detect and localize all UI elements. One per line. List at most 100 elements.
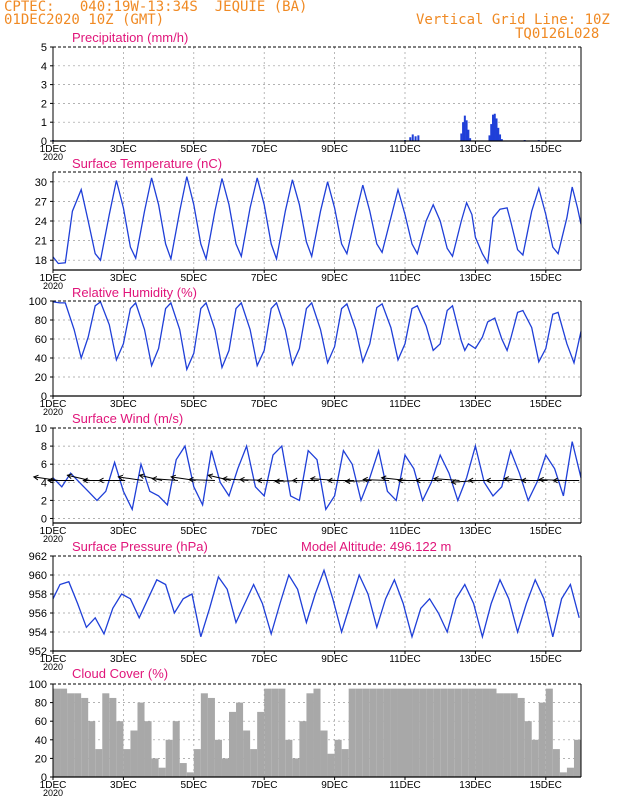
x-tick-label: 1DEC [40, 399, 67, 410]
cloud-cover-bar [510, 693, 518, 777]
y-tick-label: 960 [29, 570, 47, 582]
cloud-cover-bar [306, 693, 314, 777]
x-tick-label: 7DEC [251, 526, 278, 537]
x-tick-label: 13DEC [459, 780, 491, 791]
y-tick-label: 40 [35, 353, 47, 365]
wind-arrow-head [414, 477, 421, 484]
cloud-cover-bar [109, 697, 117, 777]
precip-bar [499, 134, 502, 141]
cloud-cover-bar [390, 688, 398, 777]
wind-arrow-head [256, 477, 263, 484]
x-tick-label: 7DEC [251, 780, 278, 791]
cloud-cover-bar [200, 693, 208, 777]
x-year-label: 2020 [43, 534, 63, 544]
x-tick-label: 9DEC [321, 654, 348, 665]
x-tick-label: 11DEC [389, 273, 421, 284]
wind-arrow-head [274, 478, 280, 485]
x-tick-label: 1DEC [40, 526, 67, 537]
cloud-cover-bar [468, 688, 476, 777]
cloud-cover-bar [221, 758, 229, 777]
x-tick-label: 15DEC [530, 273, 562, 284]
cloud-cover-bar [376, 688, 384, 777]
x-tick-label: 13DEC [459, 399, 491, 410]
wind-arrow-head [151, 476, 158, 482]
cloud-cover-bar [214, 739, 222, 777]
x-tick-label: 1DEC [40, 780, 67, 791]
x-year-label: 2020 [43, 152, 63, 162]
cloud-cover-bar [313, 688, 321, 777]
cloud-cover-bar [362, 688, 370, 777]
precip-bar [488, 135, 491, 141]
cloud-cover-bar [53, 688, 61, 777]
y-tick-label: 24 [35, 216, 47, 228]
header-date-line: 01DEC2020 10Z (GMT) [4, 12, 165, 28]
series-line [52, 300, 582, 372]
x-tick-label: 11DEC [389, 654, 421, 665]
y-tick-label: 2 [41, 98, 47, 110]
x-tick-label: 7DEC [251, 144, 278, 155]
panel-title: Surface Pressure (hPa) [72, 539, 208, 554]
cloud-cover-bar [412, 688, 420, 777]
y-tick-label: 100 [29, 679, 47, 691]
panel-2: 18 21 24 27 30 1DEC 3DEC 5DEC 7DEC 9DEC 11DEC 13DEC… [35, 156, 582, 291]
wind-arrow-head [32, 474, 39, 481]
x-tick-label: 1DEC [40, 144, 67, 155]
wind-arrow [345, 479, 372, 482]
cloud-cover-bar [559, 772, 567, 777]
cloud-cover-bar [278, 688, 286, 777]
cloud-cover-bar [355, 688, 363, 777]
cloud-cover-bar [285, 739, 293, 777]
wind-arrow [189, 479, 215, 481]
precip-bar [490, 124, 493, 141]
cloud-cover-bar [327, 753, 335, 777]
cloud-cover-bar [440, 688, 448, 777]
series-line [52, 441, 582, 512]
x-tick-label: 15DEC [530, 144, 562, 155]
cloud-cover-bar [482, 688, 490, 777]
cloud-cover-bar [116, 721, 124, 777]
wind-arrow [33, 476, 59, 481]
cloud-cover-bar [60, 688, 68, 777]
wind-arrow-head [326, 477, 333, 484]
y-tick-label: 0 [41, 772, 47, 784]
wind-arrow [139, 474, 163, 481]
cloud-cover-bar [123, 749, 131, 777]
x-tick-label: 11DEC [389, 144, 421, 155]
cloud-cover-bar [229, 711, 237, 777]
x-year-label: 2020 [43, 662, 63, 672]
x-tick-label: 15DEC [530, 399, 562, 410]
y-tick-label: 952 [29, 646, 47, 658]
cloud-cover-bar [207, 697, 215, 777]
cloud-cover-bar [405, 688, 413, 777]
x-tick-label: 5DEC [180, 654, 207, 665]
cloud-cover-bar [81, 697, 89, 777]
y-tick-label: 20 [35, 372, 47, 384]
precip-bar [414, 136, 417, 141]
cloud-cover-bar [250, 749, 258, 777]
precip-bar [462, 122, 465, 141]
x-tick-label: 13DEC [459, 526, 491, 537]
y-tick-label: 18 [35, 255, 47, 267]
panel-1: 0 1 2 3 4 5 1DEC 3DEC 5DEC 7DEC 9DEC 11DEC 13DEC 15DE… [40, 30, 582, 162]
wind-arrow-head [207, 473, 214, 479]
cloud-cover-bar [299, 721, 307, 777]
x-year-label: 2020 [43, 407, 63, 417]
wind-arrow-head [98, 477, 104, 484]
cloud-cover-bar [292, 758, 300, 777]
y-tick-label: 27 [35, 196, 47, 208]
wind-arrow [152, 478, 178, 481]
cloud-cover-bar [573, 739, 581, 777]
cloud-cover-bar [503, 693, 511, 777]
x-tick-label: 15DEC [530, 526, 562, 537]
cloud-cover-bar [151, 758, 159, 777]
cloud-cover-bar [397, 688, 405, 777]
panel-5: 952 954 956 958 960 962 1DEC 3DEC 5DEC 7DEC 9DEC 11… [29, 539, 582, 672]
precip-bar [463, 115, 466, 141]
y-tick-label: 8 [41, 441, 47, 453]
cloud-cover-bar [179, 763, 187, 777]
x-tick-label: 11DEC [389, 526, 421, 537]
y-tick-label: 40 [35, 735, 47, 747]
y-tick-label: 5 [41, 42, 47, 54]
cloud-cover-bar [531, 739, 539, 777]
precip-bar [492, 114, 494, 141]
